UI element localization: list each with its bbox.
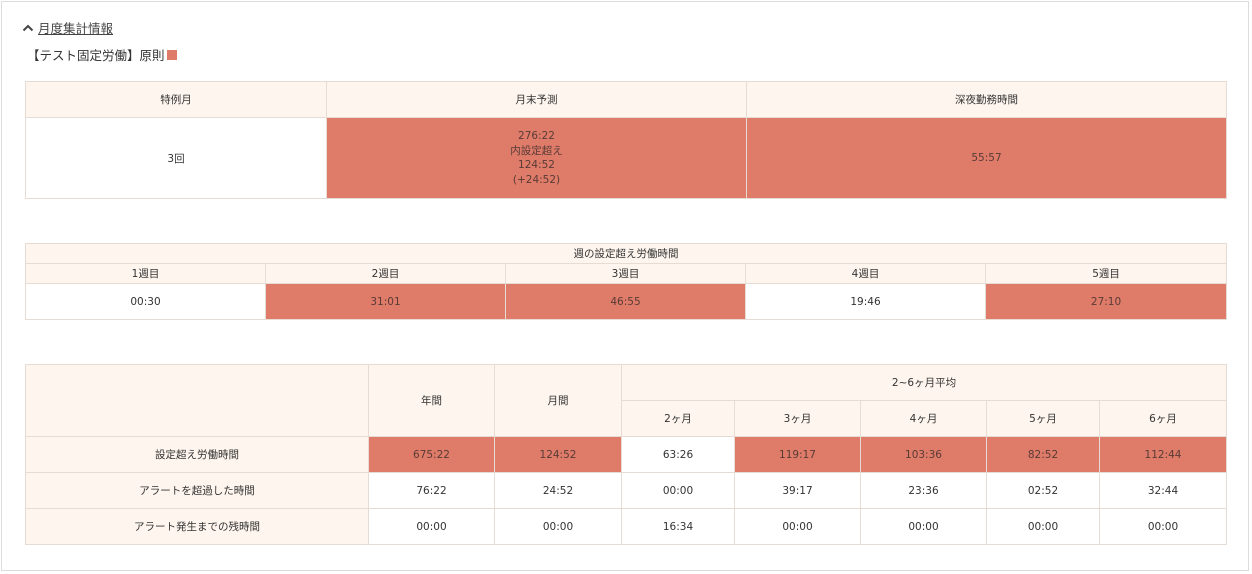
section-title: 月度集計情報 xyxy=(38,21,114,36)
night-hours-value: 55:57 xyxy=(746,117,1227,199)
cell-value: 16:34 xyxy=(621,508,735,545)
week-header: 2週目 xyxy=(265,263,506,284)
cell-value: 00:00 xyxy=(986,508,1100,545)
weekly-title: 週の設定超え労働時間 xyxy=(24,243,1228,264)
work-rule-text: 【テスト固定労働】原則 xyxy=(27,48,165,63)
avg-subheader: 5ヶ月 xyxy=(986,400,1100,437)
week-value: 00:30 xyxy=(25,283,266,320)
forecast-over-value: 124:52 xyxy=(518,159,555,171)
cell-value: 24:52 xyxy=(494,472,622,509)
week-header: 4週目 xyxy=(745,263,986,284)
week-header: 3週目 xyxy=(505,263,746,284)
summary-table: 特例月 月末予測 深夜勤務時間 3回 276:22 内設定超え 124:52 (… xyxy=(25,81,1227,199)
chevron-up-icon xyxy=(22,24,34,31)
overtime-table: 年間 月間 2~6ヶ月平均 2ヶ月 3ヶ月 4ヶ月 5ヶ月 6ヶ月 設定超え労働… xyxy=(25,364,1228,545)
cell-value: 39:17 xyxy=(734,472,861,509)
forecast-over-label: 内設定超え xyxy=(510,144,563,157)
header-night-hours: 深夜勤務時間 xyxy=(746,81,1227,118)
table-row: アラートを超過した時間 76:22 24:52 00:00 39:17 23:3… xyxy=(25,472,1228,509)
avg-subheader: 4ヶ月 xyxy=(860,400,987,437)
week-value: 31:01 xyxy=(265,283,506,320)
cell-value: 675:22 xyxy=(368,436,495,473)
cell-value: 00:00 xyxy=(1098,508,1228,545)
table-row: アラート発生までの残時間 00:00 00:00 16:34 00:00 00:… xyxy=(25,508,1228,545)
cell-value: 32:44 xyxy=(1098,472,1228,509)
cell-value: 63:26 xyxy=(621,436,735,473)
cell-value: 00:00 xyxy=(621,472,735,509)
forecast-value: 276:22 内設定超え 124:52 (+24:52) xyxy=(326,117,747,199)
header-forecast: 月末予測 xyxy=(326,81,747,118)
cell-value: 00:00 xyxy=(734,508,861,545)
cell-value: 76:22 xyxy=(368,472,495,509)
cell-value: 00:00 xyxy=(860,508,987,545)
work-rule-label: 【テスト固定労働】原則 xyxy=(27,45,177,64)
week-header: 5週目 xyxy=(984,263,1228,284)
monthly-summary-toggle[interactable]: 月度集計情報 xyxy=(22,18,113,37)
cell-value: 23:36 xyxy=(860,472,987,509)
cell-value: 00:00 xyxy=(494,508,622,545)
row-label: アラート発生までの残時間 xyxy=(25,508,369,545)
cell-value: 112:44 xyxy=(1098,436,1228,473)
weekly-table: 週の設定超え労働時間 1週目 2週目 3週目 4週目 5週目 00:30 31:… xyxy=(24,243,1228,320)
avg-subheader: 2ヶ月 xyxy=(621,400,735,437)
header-month: 月間 xyxy=(494,364,622,437)
highlight-legend-swatch xyxy=(166,49,177,60)
cell-value: 02:52 xyxy=(986,472,1100,509)
avg-subheader: 3ヶ月 xyxy=(734,400,861,437)
cell-value: 103:36 xyxy=(860,436,987,473)
forecast-over-diff: (+24:52) xyxy=(512,173,561,186)
row-label-header xyxy=(25,364,369,437)
header-year: 年間 xyxy=(368,364,495,437)
cell-value: 00:00 xyxy=(368,508,495,545)
row-label: アラートを超過した時間 xyxy=(25,472,369,509)
cell-value: 119:17 xyxy=(734,436,861,473)
week-header: 1週目 xyxy=(25,263,266,284)
forecast-total: 276:22 xyxy=(518,130,555,142)
cell-value: 82:52 xyxy=(986,436,1100,473)
avg-subheader: 6ヶ月 xyxy=(1098,400,1228,437)
special-month-value: 3回 xyxy=(25,117,327,199)
header-special-month: 特例月 xyxy=(25,81,327,118)
week-value: 46:55 xyxy=(505,283,746,320)
week-value: 19:46 xyxy=(745,283,986,320)
cell-value: 124:52 xyxy=(494,436,622,473)
row-label: 設定超え労働時間 xyxy=(25,436,369,473)
header-average: 2~6ヶ月平均 xyxy=(620,364,1228,401)
week-value: 27:10 xyxy=(984,283,1228,320)
table-row: 設定超え労働時間 675:22 124:52 63:26 119:17 103:… xyxy=(25,436,1228,473)
